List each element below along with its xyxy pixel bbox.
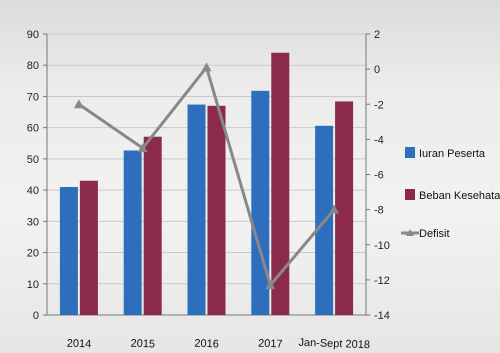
- bar-beban-kesehatan: [207, 105, 226, 315]
- y-left-tick-label: 20: [27, 248, 39, 260]
- x-tick-label: 2017: [258, 338, 283, 351]
- x-tick-label: 2015: [130, 338, 155, 351]
- y-right-tick-label: -4: [374, 134, 384, 146]
- legend-marker-defisit: [406, 229, 414, 236]
- legend-label-defisit: Defisit: [419, 228, 450, 240]
- x-tick-label: Jan-Sept 2018: [298, 337, 370, 351]
- y-right-tick-label: 2: [374, 29, 380, 41]
- y-left-tick-label: 70: [27, 91, 39, 103]
- bar-beban-kesehatan: [143, 136, 162, 315]
- line-marker: [73, 99, 84, 109]
- bar-iuran-peserta: [123, 150, 142, 315]
- legend-swatch-iuran-peserta: [405, 147, 415, 158]
- y-right-tick-label: -6: [374, 170, 384, 182]
- y-left-tick-label: 60: [27, 123, 39, 135]
- bar-beban-kesehatan: [271, 52, 290, 315]
- bar-beban-kesehatan: [335, 101, 354, 315]
- x-tick-label: 2014: [67, 338, 92, 351]
- line-marker: [329, 204, 340, 214]
- y-right-tick-label: -12: [374, 275, 390, 287]
- y-left-tick-label: 0: [33, 310, 39, 322]
- y-left-tick-label: 10: [27, 279, 39, 291]
- legend-label-iuran-peserta: Iuran Peserta: [419, 148, 486, 160]
- y-left-tick-label: 30: [27, 216, 39, 228]
- line-marker: [137, 143, 148, 153]
- x-tick-label: 2016: [194, 338, 219, 351]
- legend-label-beban-kesehatan: Beban Kesehatan: [419, 190, 500, 202]
- y-right-tick-label: -14: [374, 310, 390, 322]
- bar-beban-kesehatan: [79, 180, 98, 315]
- bar-iuran-peserta: [251, 90, 270, 315]
- y-left-tick-label: 80: [27, 60, 39, 72]
- y-left-tick-label: 40: [27, 185, 39, 197]
- bar-iuran-peserta: [187, 104, 206, 315]
- y-left-tick-label: 90: [27, 29, 39, 41]
- y-right-tick-label: -8: [374, 205, 384, 217]
- y-right-tick-label: -10: [374, 240, 390, 252]
- legend-swatch-beban-kesehatan: [405, 189, 415, 200]
- y-right-tick-label: 0: [374, 64, 380, 76]
- y-right-tick-label: -2: [374, 99, 384, 111]
- line-marker: [265, 280, 276, 290]
- bar-iuran-peserta: [59, 186, 78, 315]
- line-marker: [201, 62, 212, 72]
- y-left-tick-label: 50: [27, 154, 39, 166]
